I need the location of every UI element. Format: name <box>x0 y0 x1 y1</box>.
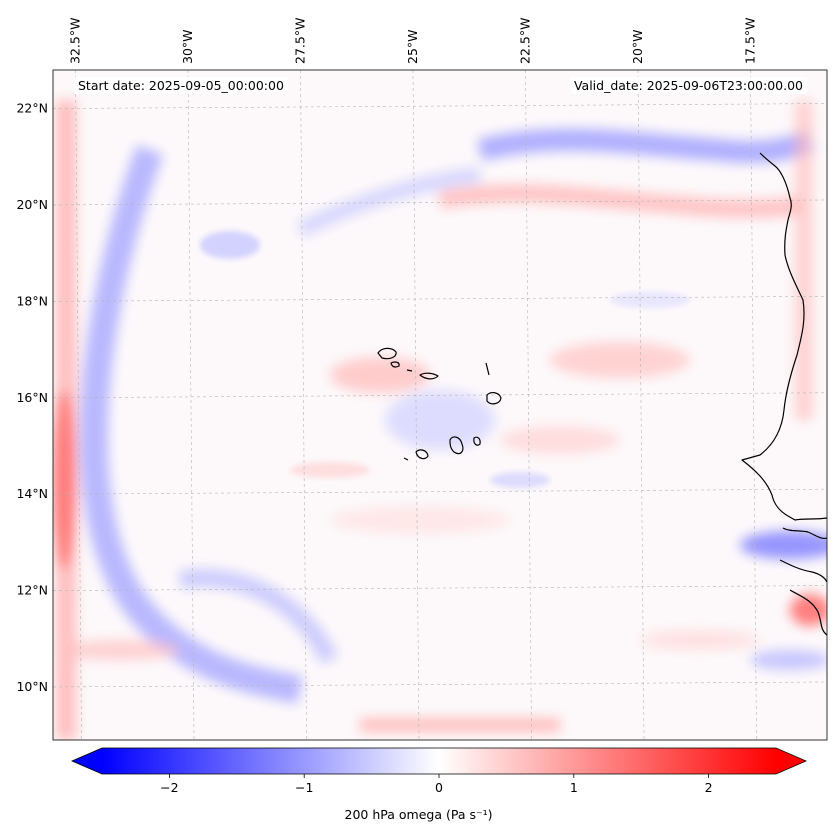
omega-field <box>53 70 827 740</box>
meridian-line <box>75 70 82 740</box>
latitude-labels: 22°N 20°N 18°N 16°N 14°N 12°N 10°N <box>16 101 48 694</box>
meridian-line <box>187 70 195 740</box>
longitude-label: 30°W <box>180 29 195 64</box>
gridlines <box>53 70 827 740</box>
colorbar-ticks: −2 −1 0 1 2 <box>160 774 713 795</box>
longitude-labels: 32.5°W 30°W 27.5°W 25°W 22.5°W 20°W 17.5°W <box>68 18 758 64</box>
meridian-line <box>637 70 645 740</box>
longitude-label: 17.5°W <box>743 18 758 64</box>
start-date-label: Start date: 2025-09-05_00:00:00 <box>74 77 288 94</box>
longitude-label: 25°W <box>405 29 420 64</box>
meridian-line <box>412 70 420 740</box>
colorbar-tick-label: 1 <box>570 780 578 795</box>
meridian-line <box>300 70 307 740</box>
colorbar-tick-label: −2 <box>160 780 178 795</box>
latitude-label: 16°N <box>16 390 48 405</box>
longitude-label: 27.5°W <box>293 18 308 64</box>
coastlines <box>377 152 827 636</box>
latitude-label: 14°N <box>16 486 48 501</box>
colorbar: −2 −1 0 1 2 <box>70 747 808 795</box>
latitude-label: 22°N <box>16 101 48 116</box>
latitude-label: 18°N <box>16 293 48 308</box>
colorbar-outline <box>70 747 808 775</box>
longitude-label: 22.5°W <box>518 18 533 64</box>
colorbar-tick-label: 2 <box>705 780 713 795</box>
map-frame <box>52 69 828 741</box>
valid-date-label: Valid_date: 2025-09-06T23:00:00.00 <box>569 77 807 94</box>
latitude-label: 10°N <box>16 679 48 694</box>
colorbar-tick-label: 0 <box>435 780 443 795</box>
colorbar-tick-label: −1 <box>295 780 313 795</box>
latitude-label: 12°N <box>16 583 48 598</box>
latitude-label: 20°N <box>16 197 48 212</box>
colorbar-label: 200 hPa omega (Pa s⁻¹) <box>344 807 493 822</box>
meridian-line <box>525 70 532 740</box>
meridian-line <box>750 70 757 740</box>
longitude-label: 20°W <box>630 29 645 64</box>
longitude-label: 32.5°W <box>68 18 83 64</box>
